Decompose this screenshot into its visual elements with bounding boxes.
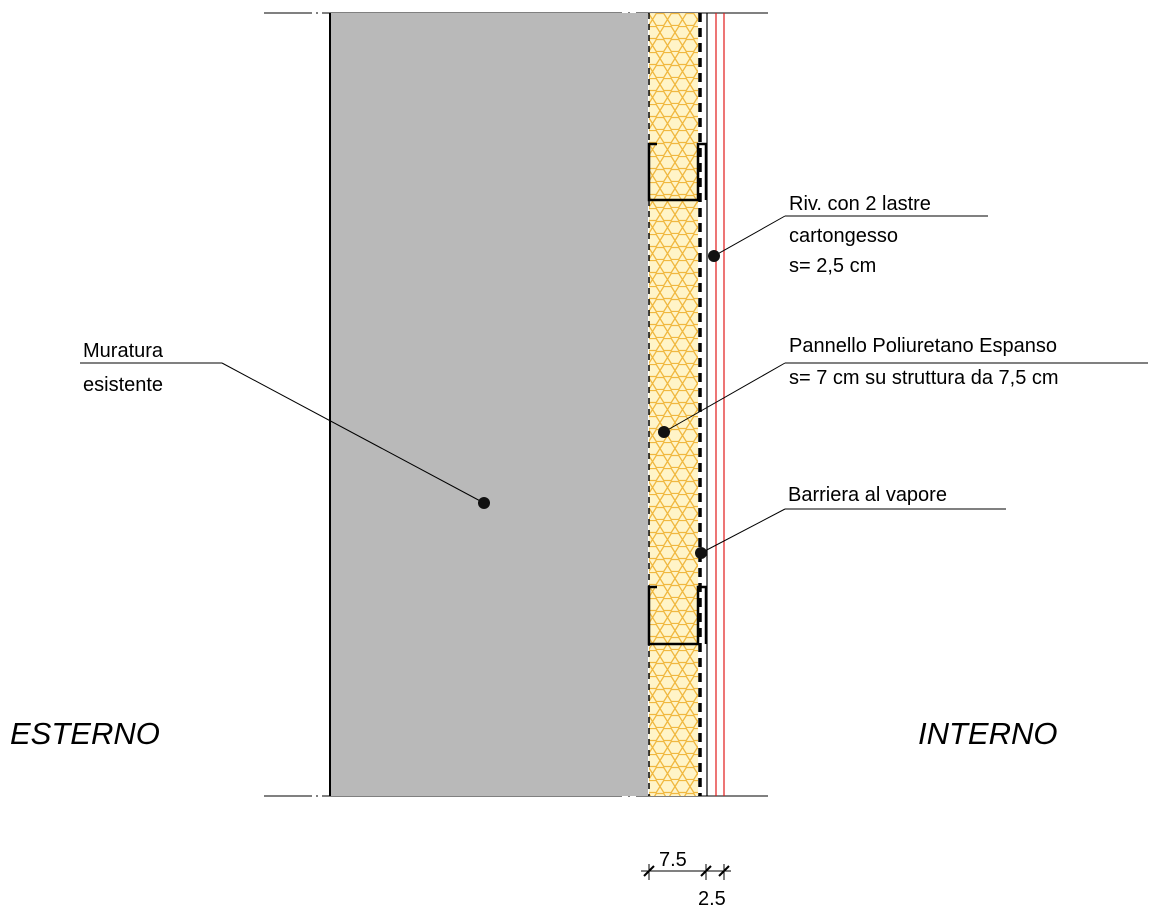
callout-vapour-leader <box>700 508 786 554</box>
vapour-label-line1: Barriera al vapore <box>788 484 947 506</box>
dimension-slash-3 <box>718 865 730 877</box>
dimension-value-insulation: 7.5 <box>659 849 687 871</box>
callout-plasterboard-dot <box>708 250 720 262</box>
masonry-layer <box>330 13 648 796</box>
c-stud-top <box>647 142 708 202</box>
insulation-label-line2: s= 7 cm su struttura da 7,5 cm <box>789 367 1059 389</box>
plasterboard-label-line1: Riv. con 2 lastre <box>789 193 931 215</box>
plasterboard-label-line3: s= 2,5 cm <box>789 255 876 277</box>
dimension-slash-2 <box>700 865 712 877</box>
insulation-hatch <box>649 13 698 796</box>
callout-plasterboard-leader <box>713 215 786 257</box>
exterior-label: ESTERNO <box>10 716 160 751</box>
insulation-label-line1: Pannello Poliuretano Espanso <box>789 335 1057 357</box>
dimension-value-plasterboard: 2.5 <box>698 888 726 910</box>
plasterboard-label-line2: cartongesso <box>789 225 898 247</box>
callout-masonry-leader <box>221 362 485 504</box>
masonry-label-line2: esistente <box>83 374 163 396</box>
callout-insulation-dot <box>658 426 670 438</box>
dimension-line <box>641 864 731 880</box>
masonry-label-line1: Muratura <box>83 340 164 362</box>
callout-plasterboard: Riv. con 2 lastre cartongesso s= 2,5 cm <box>708 193 988 277</box>
callout-insulation-leader <box>663 362 786 433</box>
c-stud-bottom <box>647 585 708 646</box>
callout-masonry: Muratura esistente <box>80 340 490 509</box>
dimension-slash-1 <box>643 865 655 877</box>
callout-vapour-barrier: Barriera al vapore <box>695 484 1006 559</box>
callout-vapour-dot <box>695 547 707 559</box>
callout-insulation: Pannello Poliuretano Espanso s= 7 cm su … <box>658 335 1148 438</box>
interior-label: INTERNO <box>918 716 1058 751</box>
callout-masonry-dot <box>478 497 490 509</box>
